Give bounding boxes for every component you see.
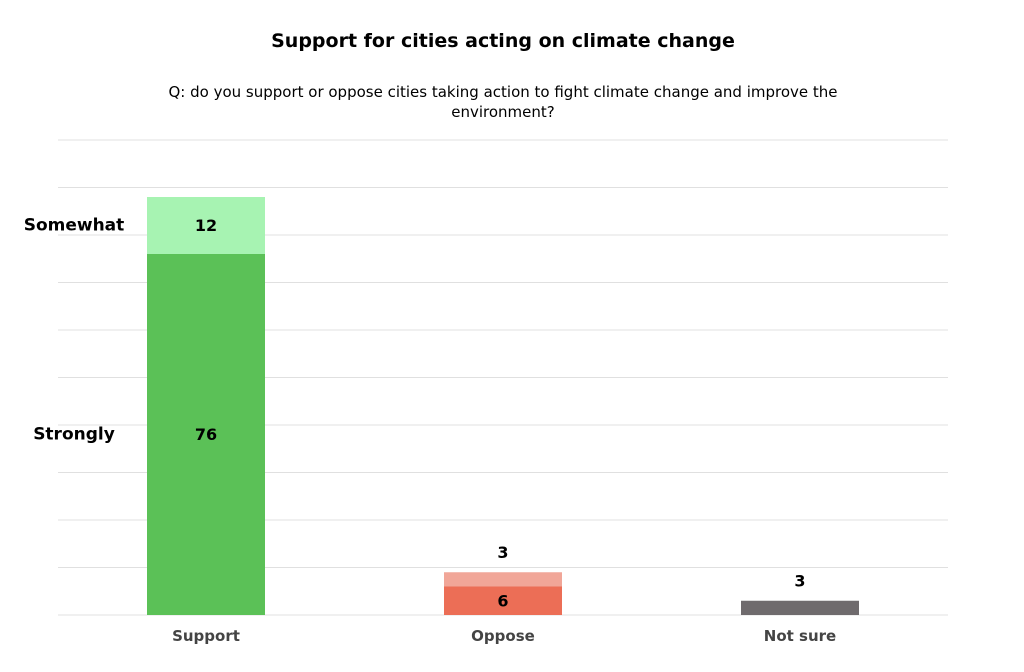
x-tick-label: Not sure bbox=[764, 627, 836, 645]
data-label: 76 bbox=[195, 425, 217, 444]
labels: 76 Strongly 12 Somewhat Support 6 3 Oppose 3 Not … bbox=[24, 216, 837, 646]
x-tick-label: Oppose bbox=[471, 627, 535, 645]
bar-segment bbox=[444, 572, 562, 587]
bars bbox=[147, 197, 859, 615]
bar-segment bbox=[741, 600, 859, 615]
data-label: 3 bbox=[497, 543, 508, 562]
chart-subtitle: Q: do you support or oppose cities takin… bbox=[168, 83, 838, 121]
segment-label: Somewhat bbox=[24, 216, 125, 236]
data-label: 6 bbox=[497, 591, 508, 610]
segment-label: Strongly bbox=[33, 425, 115, 445]
x-tick-label: Support bbox=[172, 627, 240, 645]
chart-title: Support for cities acting on climate cha… bbox=[271, 30, 735, 52]
bar-segment bbox=[444, 586, 562, 615]
data-label: 12 bbox=[195, 216, 217, 235]
bar-segment bbox=[147, 197, 265, 254]
bar-segment bbox=[147, 254, 265, 615]
data-label: 3 bbox=[794, 571, 805, 590]
